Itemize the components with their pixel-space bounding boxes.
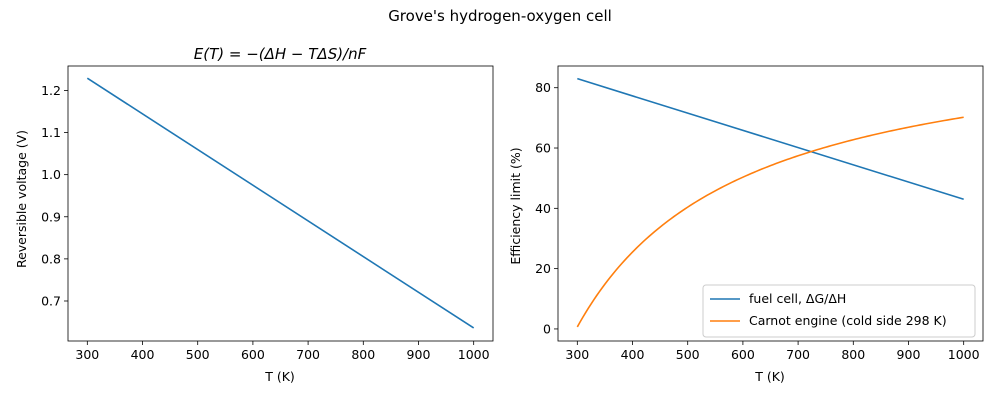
efficiency-ytick-label: 0 [543,321,551,336]
voltage-xtick-label: 1000 [458,347,490,362]
voltage-ytick-label: 0.8 [41,251,61,266]
voltage-ytick-label: 0.9 [41,209,61,224]
efficiency-panel-ticks: 300 400 500 600 700 800 900 1000 0 20 40 60 80 [535,80,980,362]
efficiency-xtick-label: 600 [731,347,755,362]
efficiency-xtick-label: 700 [786,347,810,362]
efficiency-ytick-label: 40 [535,201,551,216]
efficiency-ytick-label: 20 [535,261,551,276]
efficiency-xtick-label: 800 [841,347,865,362]
efficiency-xtick-label: 1000 [948,347,980,362]
voltage-ytick-label: 1.1 [41,125,61,140]
efficiency-xtick-label: 500 [676,347,700,362]
efficiency-panel-xlabel: T (K) [754,369,785,384]
efficiency-panel-ylabel: Efficiency limit (%) [508,147,523,264]
voltage-series-line-0 [86,77,475,329]
efficiency-xtick-label: 300 [565,347,589,362]
voltage-panel-frame [67,65,494,342]
legend-frame [702,284,976,338]
efficiency-panel: 300 400 500 600 700 800 900 1000 0 20 40 60 80 T (K)… [508,65,984,384]
voltage-panel-series [86,77,475,329]
voltage-xtick-label: 500 [186,347,210,362]
voltage-panel-ticks: 300 400 500 600 700 800 900 1000 0.7 0.8 0.9 1.0 1.1… [41,83,490,362]
efficiency-series-line-0 [577,77,964,201]
efficiency-series-line-1 [576,116,964,328]
voltage-ytick-label: 1.2 [41,83,61,98]
legend-label-fuel-cell: fuel cell, ΔG/ΔH [749,291,846,306]
efficiency-ytick-label: 60 [535,141,551,156]
efficiency-panel-frame [557,65,984,342]
legend-label-carnot: Carnot engine (cold side 298 K) [749,313,947,328]
efficiency-panel-series [576,77,964,328]
voltage-xtick-label: 400 [131,347,155,362]
voltage-panel-xlabel: T (K) [264,369,295,384]
voltage-ytick-label: 1.0 [41,167,61,182]
voltage-panel-title: E(T) = −(ΔH − TΔS)/nF [194,45,367,63]
voltage-xtick-label: 700 [296,347,320,362]
voltage-ytick-label: 0.7 [41,293,61,308]
voltage-xtick-label: 600 [241,347,265,362]
voltage-panel-ylabel: Reversible voltage (V) [14,130,29,268]
efficiency-xtick-label: 400 [621,347,645,362]
efficiency-ytick-label: 80 [535,80,551,95]
efficiency-legend: fuel cell, ΔG/ΔH Carnot engine (cold sid… [702,284,976,338]
voltage-xtick-label: 900 [407,347,431,362]
figure-suptitle: Grove's hydrogen-oxygen cell [388,7,612,25]
voltage-panel: E(T) = −(ΔH − TΔS)/nF 300 400 500 600 700 800… [14,45,494,384]
efficiency-xtick-label: 900 [897,347,921,362]
voltage-xtick-label: 800 [351,347,375,362]
voltage-xtick-label: 300 [75,347,99,362]
